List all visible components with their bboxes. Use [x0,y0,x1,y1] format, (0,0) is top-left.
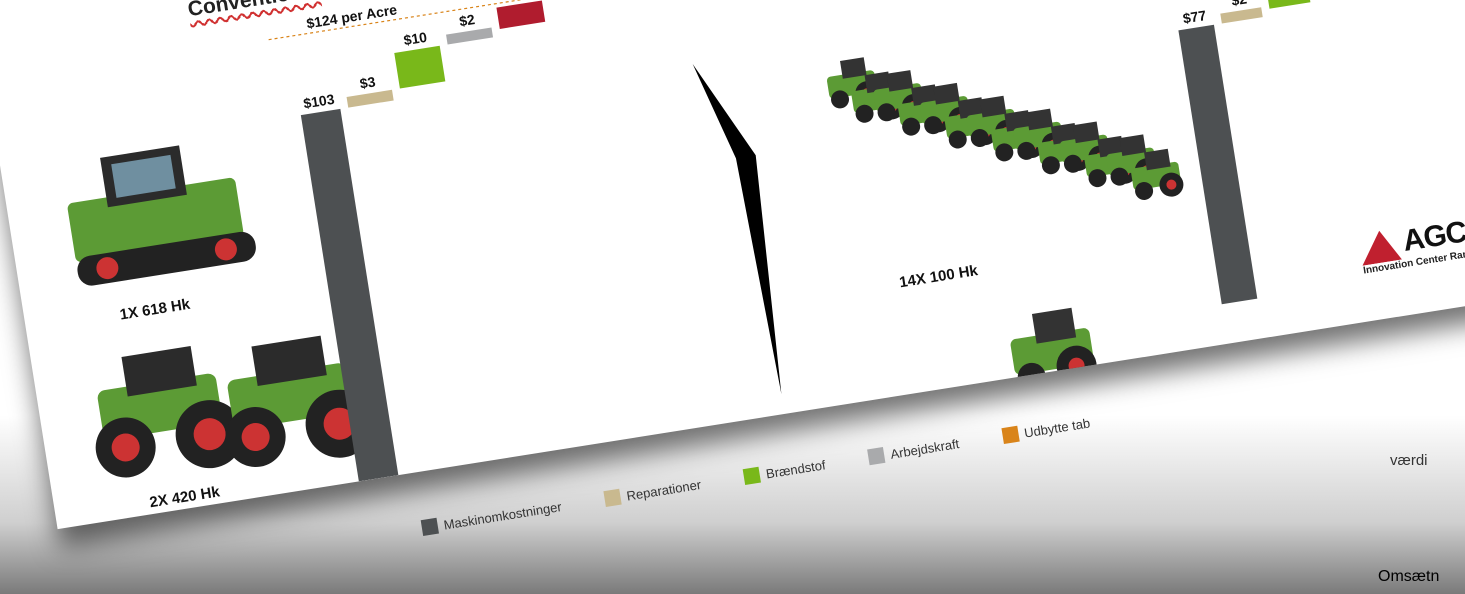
peek-text-omsaetning: Omsætn [1378,568,1440,585]
small-tractor-fleet [826,57,1184,391]
divider-arrow-icon [692,64,782,395]
total-line [268,0,550,41]
bar-value-label: $10 [402,29,428,48]
waterfall-bar [1220,7,1263,24]
waterfall-bar [394,45,446,89]
rotated-slide: Conventionel [67,0,1465,537]
bar-value-label: $2 [458,11,476,29]
agco-logo: AGCO Innovation Center Randers [1357,212,1465,277]
peek-text-vaerdi: værdi [1390,452,1428,469]
waterfall-bar [496,0,546,29]
legend-swatch [420,517,439,537]
bar-value-label: $77 [1182,7,1208,26]
legend-swatch [1001,425,1020,445]
small-tractor-icon [1131,148,1184,200]
waterfall-bar [446,27,494,45]
wheel-tractor-icon [95,346,244,478]
waterfall-bar [1178,24,1258,305]
agco-logo-triangle-icon [1362,230,1402,266]
waterfall-charts: $103$3$10$2$6$124 per Acre $77$2$6$2$2$8… [268,0,1311,482]
tractor-illustrations [67,57,1184,478]
legend-swatch [743,466,762,485]
bar-value-label: $2 [1230,0,1248,9]
waterfall-chart-small-fleet: $77$2$6$2$2$89 per Acre [1178,0,1311,305]
waterfall-bar [346,89,394,108]
legend-swatch [867,446,886,466]
small-tractor-icon [1059,121,1113,173]
track-tractor-icon [67,145,256,286]
bar-value-label: $6 [508,0,526,2]
bar-value-label: $103 [302,91,335,112]
waterfall-bar [1266,0,1311,9]
legend-swatch [603,488,622,508]
waterfall-bar [300,108,399,482]
waterfall-chart-conventionel: $103$3$10$2$6$124 per Acre [268,0,550,482]
bar-value-label: $3 [359,73,377,91]
